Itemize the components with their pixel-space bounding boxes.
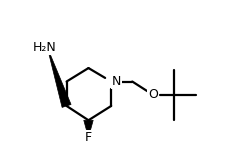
Polygon shape <box>84 120 93 137</box>
Text: N: N <box>112 75 122 88</box>
Text: O: O <box>148 88 158 101</box>
Polygon shape <box>47 47 71 107</box>
Text: F: F <box>85 131 92 144</box>
Text: H₂N: H₂N <box>33 41 57 54</box>
